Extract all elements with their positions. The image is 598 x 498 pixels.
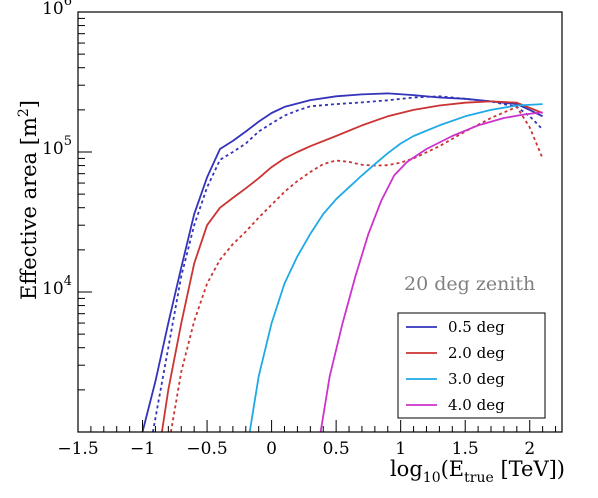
zenith-annotation: 20 deg zenith xyxy=(404,273,535,295)
legend-label: 0.5 deg xyxy=(448,318,505,336)
y-tick-exponent: 6 xyxy=(64,0,72,9)
y-tick-base: 10 xyxy=(42,0,64,19)
x-tick-label: 1 xyxy=(395,439,406,459)
y-tick-label: 105 xyxy=(42,134,72,159)
legend-label: 4.0 deg xyxy=(448,396,505,414)
x-tick-label: 2 xyxy=(524,439,535,459)
x-axis-title-sub-10: 10 xyxy=(423,470,441,486)
legend-label: 3.0 deg xyxy=(448,370,505,388)
x-axis-title: log10(Etrue [TeV]) xyxy=(390,457,565,486)
y-tick-base: 10 xyxy=(42,279,64,299)
y-axis-title: Effective area [m2] xyxy=(16,100,41,300)
y-axis-title-close: ] xyxy=(17,100,41,108)
series-line-3-0-deg xyxy=(248,103,543,432)
y-tick-exponent: 4 xyxy=(64,274,72,289)
y-tick-label: 106 xyxy=(42,0,72,19)
x-tick-label: −1 xyxy=(130,439,155,459)
x-axis-title-sub-true: true xyxy=(464,470,494,486)
y-axis-title-main: Effective area [m xyxy=(17,117,41,300)
x-tick-label: −1.5 xyxy=(57,439,98,459)
plot-frame xyxy=(77,11,563,433)
y-axis-title-sup: 2 xyxy=(16,108,32,117)
legend: 0.5 deg 2.0 deg 3.0 deg 4.0 deg xyxy=(397,312,546,419)
x-axis-title-unit: [TeV]) xyxy=(494,457,565,481)
series-line-4-0-deg xyxy=(319,111,543,432)
series-lines xyxy=(141,92,544,432)
y-tick-base: 10 xyxy=(42,139,64,159)
y-tick-exponent: 5 xyxy=(64,134,72,149)
series-line-2-0-deg xyxy=(161,100,543,432)
y-tick-label: 104 xyxy=(42,274,72,299)
x-axis-title-e: (E xyxy=(441,457,465,481)
x-tick-label: 1.5 xyxy=(452,439,479,459)
x-tick-label: −0.5 xyxy=(186,439,227,459)
x-tick-label: 0.5 xyxy=(323,439,350,459)
legend-box xyxy=(397,312,546,419)
x-axis-title-log: log xyxy=(390,457,423,481)
legend-label: 2.0 deg xyxy=(448,344,505,362)
x-tick-label: 0 xyxy=(266,439,277,459)
series-line-0-5-deg-dashed xyxy=(152,95,544,432)
